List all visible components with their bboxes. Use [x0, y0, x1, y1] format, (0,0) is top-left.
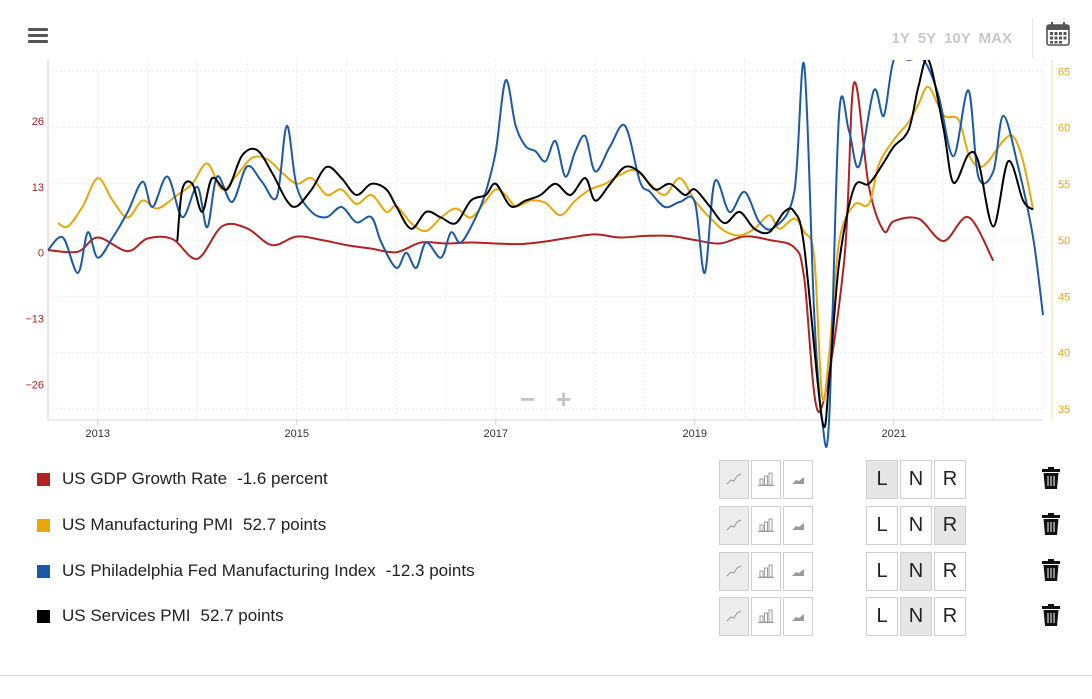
series-label[interactable]: US Manufacturing PMI 52.7 points — [62, 515, 326, 535]
menu-icon[interactable] — [28, 28, 48, 46]
bottom-divider — [0, 675, 1092, 676]
axis-l-button[interactable]: L — [866, 597, 898, 636]
range-5y-button[interactable]: 5Y — [917, 30, 936, 47]
trash-icon[interactable] — [1042, 559, 1060, 581]
bar-chart-button[interactable] — [751, 506, 781, 545]
series-name: US Manufacturing PMI — [62, 515, 234, 534]
axis-r-button[interactable]: R — [934, 506, 966, 545]
series-latest-value: -12.3 points — [385, 561, 475, 580]
right-axis-tick-label: 60 — [1058, 123, 1070, 135]
axis-n-button[interactable]: N — [900, 460, 932, 499]
series-label[interactable]: US GDP Growth Rate -1.6 percent — [62, 469, 328, 489]
axis-n-button[interactable]: N — [900, 506, 932, 545]
range-max-button[interactable]: MAX — [978, 30, 1012, 47]
range-selector: 1Y 5Y 10Y MAX — [888, 30, 1012, 47]
series-line-us-philadelphia-fed-manufacturing-index — [47, 60, 1044, 448]
series-color-swatch — [37, 610, 50, 623]
x-axis-tick-label: 2019 — [683, 428, 707, 440]
calendar-icon[interactable] — [1046, 22, 1070, 46]
axis-l-button[interactable]: L — [866, 506, 898, 545]
left-axis-tick-label: 0 — [38, 248, 44, 260]
series-label[interactable]: US Services PMI 52.7 points — [62, 606, 284, 626]
series-line-us-gdp-growth-rate — [47, 81, 995, 413]
legend-row-us-philadelphia-fed-manufacturing-index: US Philadelphia Fed Manufacturing Index -… — [0, 551, 1092, 591]
x-axis-tick-label: 2013 — [86, 428, 110, 440]
bar-chart-button[interactable] — [751, 552, 781, 591]
trash-icon[interactable] — [1042, 604, 1060, 626]
left-axis-tick-label: 13 — [32, 182, 44, 194]
x-axis-tick-label: 2021 — [882, 428, 906, 440]
right-axis-tick-label: 45 — [1058, 291, 1070, 303]
line-chart-button[interactable] — [719, 460, 749, 499]
series-color-swatch — [37, 473, 50, 486]
line-chart-button[interactable] — [719, 597, 749, 636]
axis-n-button[interactable]: N — [900, 552, 932, 591]
axis-r-button[interactable]: R — [934, 460, 966, 499]
right-axis-tick-label: 40 — [1058, 348, 1070, 360]
left-axis-tick-label: −26 — [25, 380, 44, 392]
series-name: US Services PMI — [62, 606, 191, 625]
bar-chart-button[interactable] — [751, 597, 781, 636]
right-axis-tick-label: 55 — [1058, 179, 1070, 191]
zoom-in-button[interactable]: + — [556, 384, 572, 414]
toolbar-divider — [1032, 18, 1033, 58]
x-axis-tick-label: 2017 — [484, 428, 508, 440]
series-color-swatch — [37, 565, 50, 578]
right-axis-tick-label: 65 — [1058, 66, 1070, 78]
axis-l-button[interactable]: L — [866, 552, 898, 591]
left-axis-tick-label: 26 — [32, 116, 44, 128]
area-chart-button[interactable] — [783, 460, 813, 499]
series-color-swatch — [37, 519, 50, 532]
economic-indicators-chart[interactable]: −26 −13 0 13 26 35 40 45 50 55 60 65 2013 2015 2017 201… — [0, 60, 1092, 450]
right-axis-tick-label: 50 — [1058, 235, 1070, 247]
series-label[interactable]: US Philadelphia Fed Manufacturing Index -… — [62, 561, 475, 581]
legend-row-us-gdp-growth-rate: US GDP Growth Rate -1.6 percent L N R — [0, 459, 1092, 499]
series-latest-value: 52.7 points — [200, 606, 284, 625]
zoom-out-button[interactable]: − — [520, 384, 536, 414]
range-1y-button[interactable]: 1Y — [891, 30, 910, 47]
area-chart-button[interactable] — [783, 597, 813, 636]
series-latest-value: 52.7 points — [243, 515, 327, 534]
series-line-us-services-pmi — [176, 60, 1034, 428]
series-line-us-manufacturing-pmi — [57, 85, 1035, 402]
axis-r-button[interactable]: R — [934, 552, 966, 591]
right-axis-tick-label: 35 — [1058, 404, 1070, 416]
series-name: US Philadelphia Fed Manufacturing Index — [62, 561, 376, 580]
line-chart-button[interactable] — [719, 552, 749, 591]
area-chart-button[interactable] — [783, 552, 813, 591]
trash-icon[interactable] — [1042, 467, 1060, 489]
x-axis-tick-label: 2015 — [285, 428, 309, 440]
legend-row-us-manufacturing-pmi: US Manufacturing PMI 52.7 points L N R — [0, 505, 1092, 545]
axis-r-button[interactable]: R — [934, 597, 966, 636]
line-chart-button[interactable] — [719, 506, 749, 545]
axis-l-button[interactable]: L — [866, 460, 898, 499]
bar-chart-button[interactable] — [751, 460, 781, 499]
series-latest-value: -1.6 percent — [237, 469, 328, 488]
trash-icon[interactable] — [1042, 513, 1060, 535]
axis-n-button[interactable]: N — [900, 597, 932, 636]
series-name: US GDP Growth Rate — [62, 469, 228, 488]
area-chart-button[interactable] — [783, 506, 813, 545]
legend-row-us-services-pmi: US Services PMI 52.7 points L N R — [0, 596, 1092, 636]
left-axis-tick-label: −13 — [25, 314, 44, 326]
range-10y-button[interactable]: 10Y — [944, 30, 971, 47]
